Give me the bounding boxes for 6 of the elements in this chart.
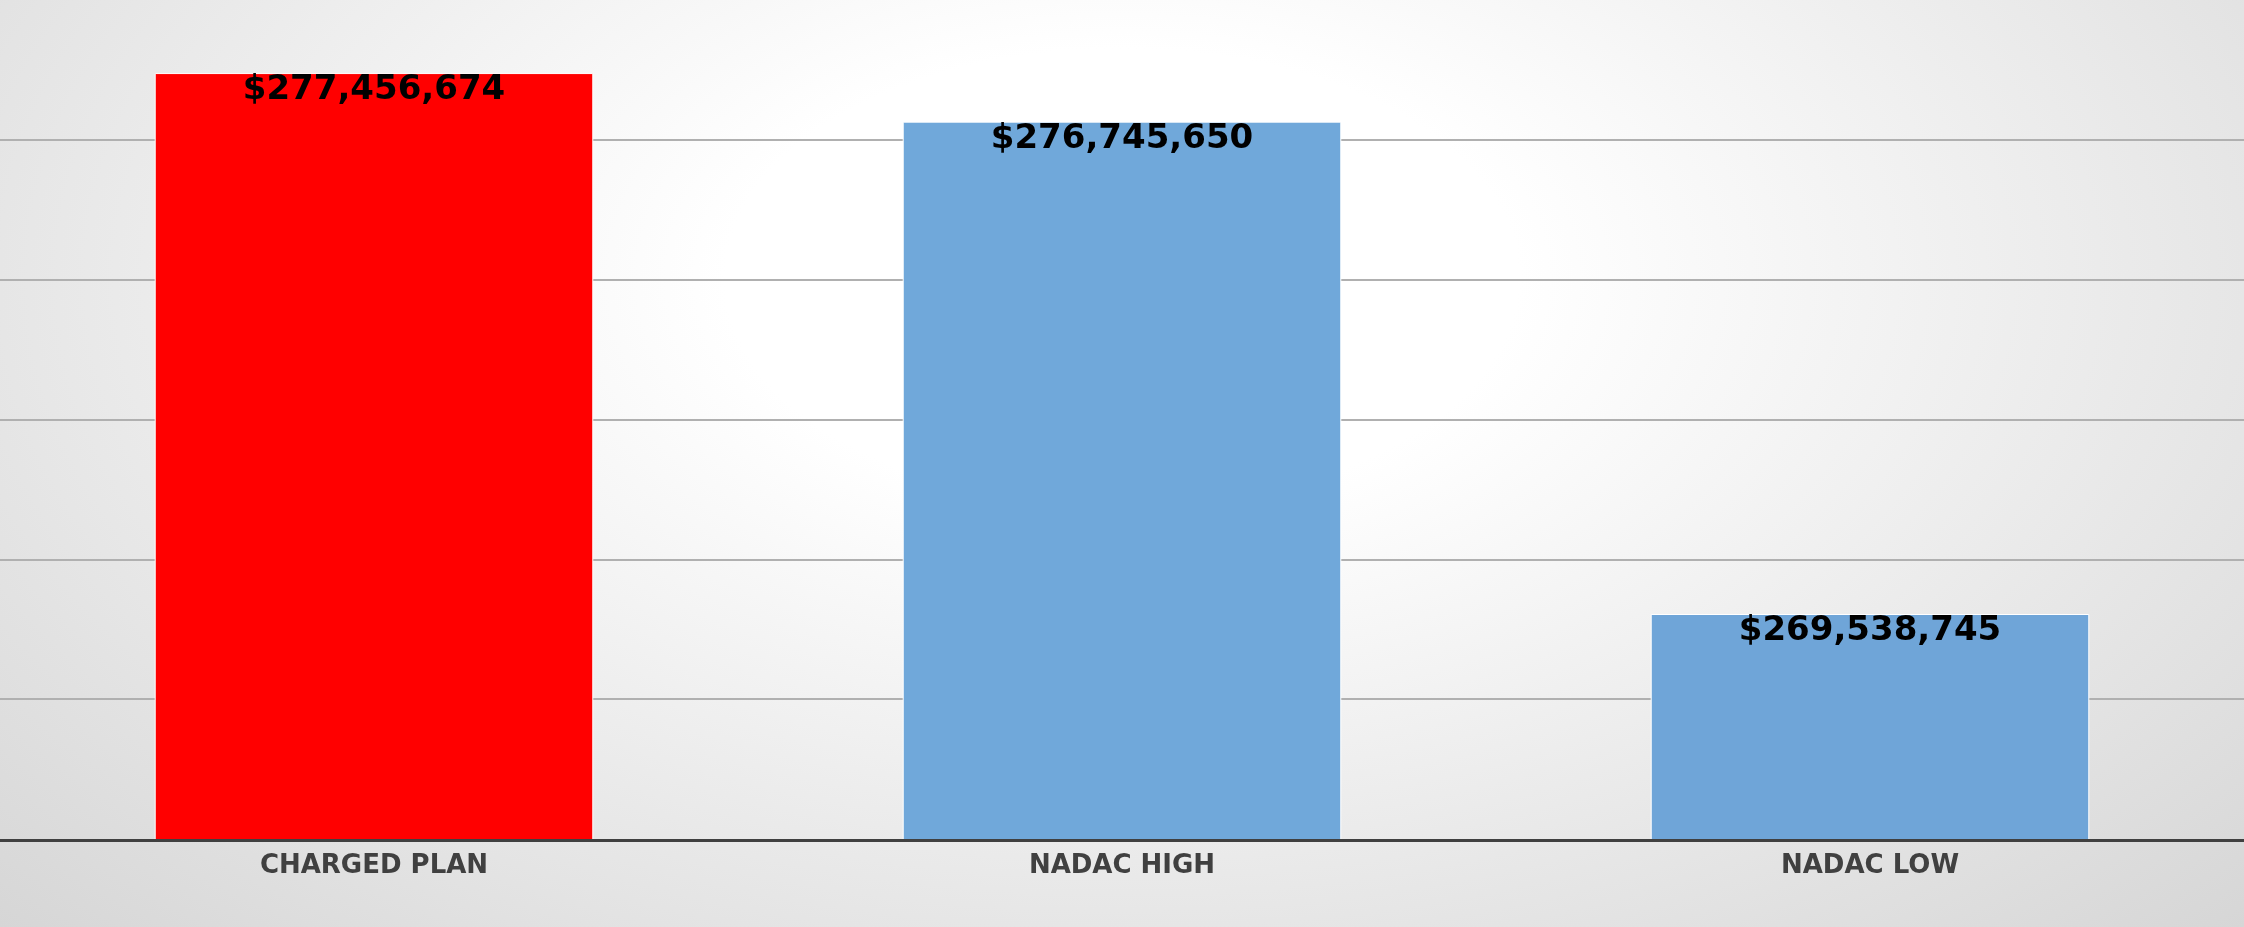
x-tick-label: NADAC HIGH: [1028, 849, 1216, 880]
x-tick-label: NADAC LOW: [1780, 849, 1960, 880]
data-label: $277,456,674: [242, 67, 506, 108]
data-label: $269,538,745: [1738, 608, 2002, 649]
x-tick-label: CHARGED PLAN: [259, 849, 489, 880]
data-label: $276,745,650: [990, 115, 1254, 156]
